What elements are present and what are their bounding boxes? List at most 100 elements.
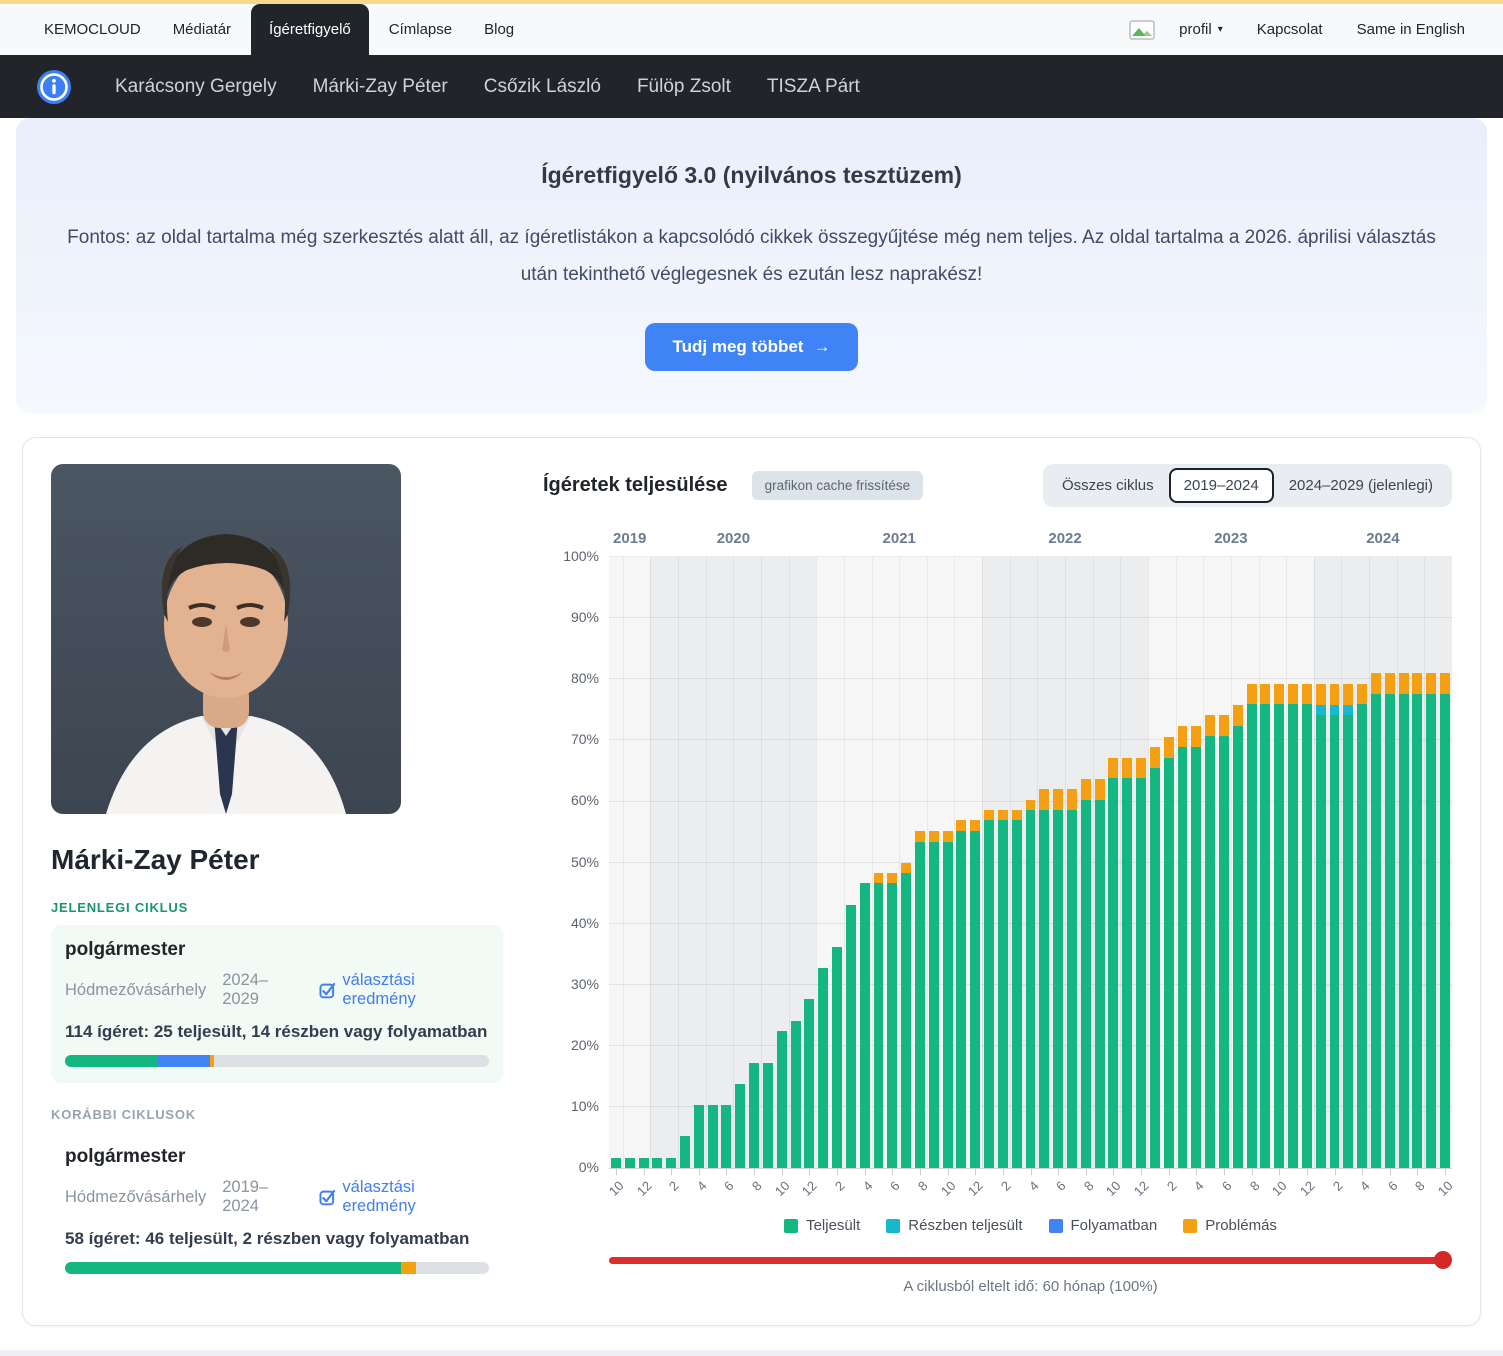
- bar-segment-2022-11[interactable]: [1122, 757, 1133, 779]
- bar-segment-2023-08[interactable]: [1246, 683, 1257, 705]
- profile-avatar-icon[interactable]: [1129, 19, 1155, 40]
- person-link-tisza-part[interactable]: TISZA Párt: [766, 75, 860, 97]
- learn-more-button[interactable]: Tudj meg többet →: [644, 323, 859, 372]
- legend-item[interactable]: Részben teljesült: [886, 1217, 1023, 1234]
- bar-segment-2022-03[interactable]: [1011, 820, 1022, 1169]
- bar-segment-2020-06[interactable]: [721, 1105, 732, 1169]
- bar-segment-2024-01[interactable]: [1315, 684, 1326, 705]
- bar-segment-2022-02[interactable]: [997, 820, 1008, 1169]
- bar-segment-2024-03[interactable]: [1343, 684, 1354, 705]
- bar-segment-2024-08[interactable]: [1412, 693, 1423, 1169]
- bar-segment-2024-08[interactable]: [1412, 673, 1423, 694]
- bar-segment-2020-05[interactable]: [707, 1105, 718, 1169]
- bar-segment-2020-09[interactable]: [762, 1063, 773, 1169]
- bar-segment-2021-03[interactable]: [845, 904, 856, 1169]
- bar-segment-2024-06[interactable]: [1384, 693, 1395, 1169]
- bar-segment-2023-03[interactable]: [1177, 746, 1188, 1169]
- bar-segment-2024-04[interactable]: [1357, 704, 1368, 1169]
- info-icon[interactable]: [36, 69, 72, 105]
- bar-segment-2021-02[interactable]: [832, 946, 842, 1169]
- bar-segment-2023-11[interactable]: [1288, 704, 1299, 1169]
- bar-segment-2023-09[interactable]: [1260, 704, 1271, 1169]
- bar-segment-2023-12[interactable]: [1301, 683, 1312, 705]
- bar-segment-2024-02[interactable]: [1329, 715, 1340, 1169]
- bar-segment-2024-01[interactable]: [1315, 715, 1326, 1169]
- refresh-chart-cache-button[interactable]: grafikon cache frissítése: [751, 471, 924, 501]
- bar-segment-2022-01[interactable]: [984, 820, 994, 1169]
- bar-segment-2022-04[interactable]: [1025, 799, 1036, 811]
- bar-segment-2023-07[interactable]: [1232, 704, 1243, 726]
- bar-segment-2021-01[interactable]: [818, 967, 829, 1169]
- bar-segment-2022-08[interactable]: [1080, 778, 1091, 800]
- bar-segment-2023-10[interactable]: [1274, 683, 1285, 705]
- bar-segment-2024-06[interactable]: [1384, 673, 1395, 694]
- bar-segment-2021-11[interactable]: [956, 820, 967, 831]
- bar-segment-2024-01[interactable]: [1315, 704, 1326, 716]
- nav-item-same-in-english[interactable]: Same in English: [1356, 21, 1465, 38]
- bar-segment-2023-05[interactable]: [1205, 736, 1216, 1169]
- bar-segment-2022-07[interactable]: [1066, 789, 1077, 811]
- bar-segment-2021-10[interactable]: [942, 831, 953, 842]
- bar-segment-2023-03[interactable]: [1177, 725, 1188, 747]
- bar-segment-2022-07[interactable]: [1066, 810, 1077, 1169]
- bar-segment-2024-05[interactable]: [1371, 673, 1381, 694]
- bar-segment-2021-09[interactable]: [928, 831, 939, 842]
- bar-segment-2020-04[interactable]: [693, 1105, 704, 1169]
- bar-segment-2023-04[interactable]: [1191, 725, 1202, 747]
- bar-segment-2020-11[interactable]: [790, 1020, 801, 1169]
- current-election-result-link[interactable]: választási eredmény: [319, 971, 489, 1009]
- bar-segment-2020-12[interactable]: [804, 999, 815, 1169]
- bar-segment-2023-09[interactable]: [1260, 683, 1271, 705]
- brand-kemocloud[interactable]: KEMOCLOUD: [44, 21, 141, 38]
- profile-dropdown[interactable]: profil ▾: [1169, 21, 1233, 38]
- bar-segment-2019-10[interactable]: [610, 1157, 621, 1169]
- bar-segment-2024-03[interactable]: [1343, 704, 1354, 716]
- bar-segment-2023-06[interactable]: [1219, 715, 1229, 737]
- bar-segment-2023-11[interactable]: [1288, 683, 1299, 705]
- bar-segment-2023-06[interactable]: [1219, 736, 1229, 1169]
- bar-segment-2021-12[interactable]: [970, 830, 981, 1169]
- nav-item-blog[interactable]: Blog: [484, 21, 515, 38]
- bar-segment-2024-09[interactable]: [1426, 693, 1437, 1169]
- bar-segment-2022-05[interactable]: [1039, 810, 1050, 1169]
- bar-segment-2024-07[interactable]: [1398, 693, 1409, 1169]
- bar-segment-2022-12[interactable]: [1136, 778, 1147, 1169]
- bar-segment-2023-01[interactable]: [1149, 747, 1160, 768]
- person-link-karacsony-gergely[interactable]: Karácsony Gergely: [115, 75, 277, 97]
- bar-segment-2020-10[interactable]: [776, 1031, 787, 1169]
- bar-segment-2019-11[interactable]: [624, 1157, 635, 1169]
- bar-segment-2023-04[interactable]: [1191, 746, 1202, 1169]
- slider-track[interactable]: [609, 1257, 1448, 1265]
- slider-knob[interactable]: [1434, 1251, 1452, 1270]
- nav-item-kapcsolat[interactable]: Kapcsolat: [1256, 21, 1323, 38]
- person-link-marki-zay-peter[interactable]: Márki-Zay Péter: [312, 75, 448, 97]
- bar-segment-2020-07[interactable]: [735, 1083, 746, 1169]
- nav-item-mediatar[interactable]: Médiatár: [172, 21, 232, 38]
- bar-segment-2023-05[interactable]: [1205, 715, 1216, 737]
- bar-segment-2024-10[interactable]: [1440, 693, 1451, 1169]
- bar-segment-2022-06[interactable]: [1053, 810, 1064, 1169]
- previous-election-result-link[interactable]: választási eredmény: [319, 1178, 489, 1216]
- bar-segment-2022-03[interactable]: [1011, 810, 1022, 821]
- tab-all-cycles[interactable]: Összes ciklus: [1061, 477, 1154, 495]
- bar-segment-2023-01[interactable]: [1149, 767, 1160, 1169]
- bar-segment-2022-10[interactable]: [1108, 757, 1119, 779]
- legend-item[interactable]: Problémás: [1183, 1217, 1277, 1234]
- bar-segment-2022-02[interactable]: [997, 810, 1008, 821]
- bar-segment-2024-05[interactable]: [1371, 693, 1381, 1169]
- nav-item-cimlapse[interactable]: Címlapse: [388, 21, 453, 38]
- person-link-fulop-zsolt[interactable]: Fülöp Zsolt: [636, 75, 731, 97]
- bar-segment-2024-09[interactable]: [1426, 673, 1437, 694]
- bar-segment-2021-05[interactable]: [873, 873, 884, 884]
- bar-segment-2024-02[interactable]: [1329, 704, 1340, 716]
- bar-segment-2022-12[interactable]: [1136, 757, 1147, 779]
- bar-segment-2021-06[interactable]: [887, 873, 898, 884]
- bar-segment-2024-10[interactable]: [1440, 673, 1451, 694]
- bar-segment-2022-04[interactable]: [1025, 810, 1036, 1169]
- bar-segment-2023-08[interactable]: [1246, 704, 1257, 1169]
- bar-segment-2024-04[interactable]: [1357, 683, 1368, 705]
- bar-segment-2021-12[interactable]: [970, 820, 981, 831]
- bar-segment-2020-01[interactable]: [652, 1157, 663, 1169]
- bar-segment-2024-02[interactable]: [1329, 684, 1340, 705]
- bar-segment-2021-11[interactable]: [956, 830, 967, 1169]
